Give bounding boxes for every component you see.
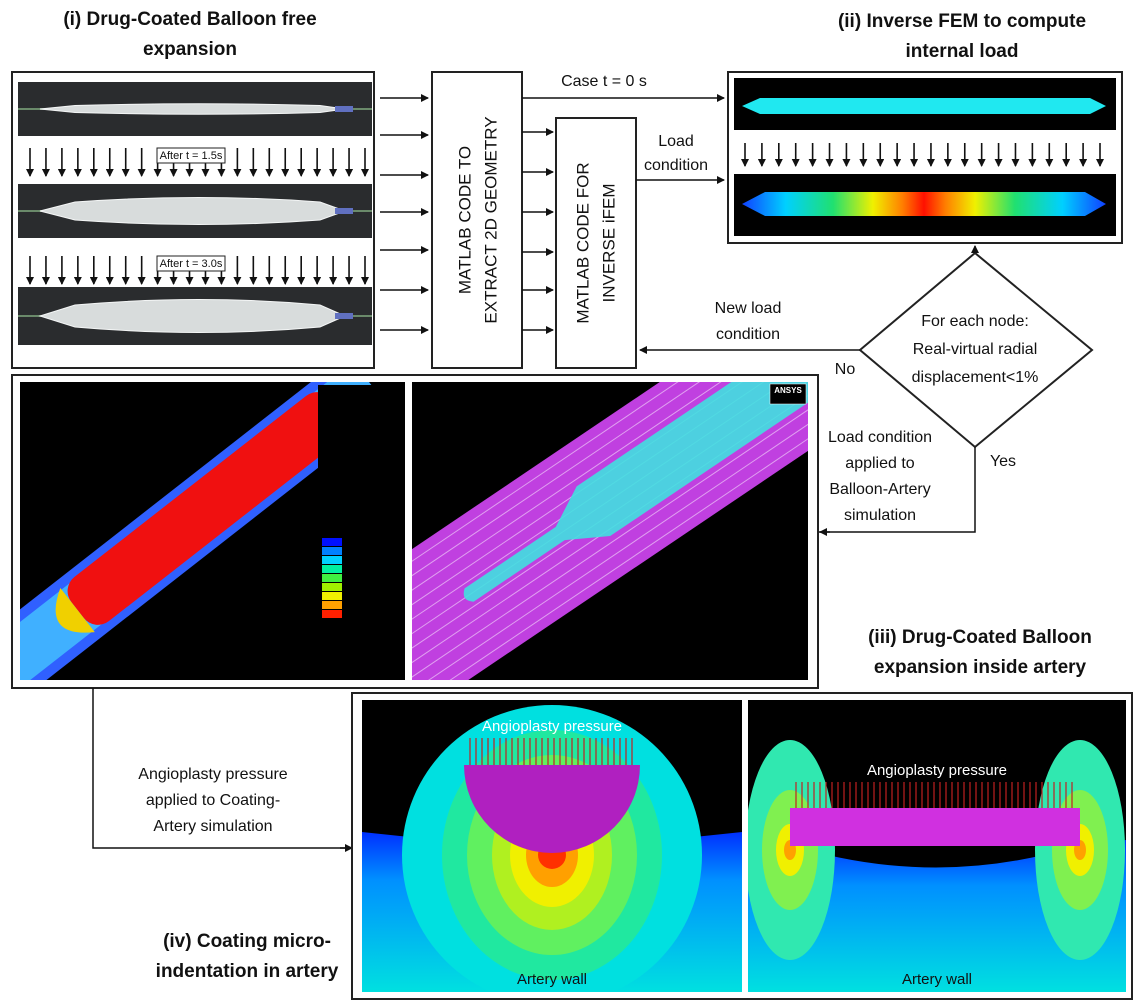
legend-swatch (322, 601, 342, 609)
panel-title: internal load (906, 41, 1019, 62)
sim-label: Artery wall (517, 971, 587, 988)
model-info (318, 385, 400, 525)
logo: ANSYS (774, 386, 802, 395)
matlab-box-2 (556, 118, 636, 368)
panel-title: (iv) Coating micro- (163, 931, 331, 952)
panel-title: (i) Drug-Coated Balloon free (63, 9, 316, 30)
marker-band (335, 208, 353, 214)
legend-swatch (322, 592, 342, 600)
marker-band (335, 106, 353, 112)
indenter (790, 808, 1080, 846)
sim-label: Angioplasty pressure (482, 718, 622, 735)
balloon (40, 198, 345, 225)
time-label: After t = 1.5s (160, 150, 223, 162)
sim-label: Artery wall (902, 971, 972, 988)
decision-text: displacement<1% (912, 369, 1039, 386)
edge-label: Angioplasty pressure (138, 766, 288, 783)
sim-label: Angioplasty pressure (867, 762, 1007, 779)
balloon (40, 300, 345, 333)
edge-label: Case t = 0 s (561, 73, 647, 90)
balloon (40, 104, 345, 115)
panel-title: expansion inside artery (874, 657, 1087, 678)
box-text: MATLAB CODE FOR (573, 162, 592, 323)
edge-label: condition (716, 326, 780, 343)
decision-text: For each node: (921, 313, 1029, 330)
edge-label: Balloon-Artery (829, 481, 930, 498)
panel-title: expansion (143, 39, 237, 60)
figure: After t = 1.5s After t = 3.0s (i) Drug-Coa… (0, 0, 1134, 1001)
edge-label: Load condition (828, 429, 932, 446)
edge-label: applied to (845, 455, 914, 472)
edge-label: No (835, 361, 856, 378)
legend-swatch (322, 610, 342, 618)
marker-band (335, 313, 353, 319)
box-text: INVERSE iFEM (599, 183, 618, 302)
decision-text: Real-virtual radial (913, 341, 1038, 358)
legend-swatch (322, 583, 342, 591)
panel-title: (ii) Inverse FEM to compute (838, 11, 1086, 32)
edge-label: applied to Coating- (146, 792, 280, 809)
matlab-box-1 (432, 72, 522, 368)
edge-label: condition (644, 157, 708, 174)
legend-swatch (322, 556, 342, 564)
edge-label: Artery simulation (153, 818, 272, 835)
legend-swatch (322, 565, 342, 573)
box-text: MATLAB CODE TO (455, 146, 474, 294)
fem-bar (742, 98, 1106, 114)
legend-swatch (322, 547, 342, 555)
panel-title: indentation in artery (156, 961, 339, 982)
time-label: After t = 3.0s (160, 258, 223, 270)
page: After t = 1.5s After t = 3.0s (i) Drug-Coa… (0, 0, 1134, 1001)
fem-bar (742, 192, 1106, 216)
edge-label: simulation (844, 507, 916, 524)
edge-label: Yes (990, 453, 1016, 470)
edge-label: New load (715, 300, 782, 317)
legend-swatch (322, 538, 342, 546)
edge-label: Load (658, 133, 694, 150)
legend-swatch (322, 574, 342, 582)
box-text: EXTRACT 2D GEOMETRY (481, 116, 500, 323)
panel-title: (iii) Drug-Coated Balloon (868, 627, 1092, 648)
